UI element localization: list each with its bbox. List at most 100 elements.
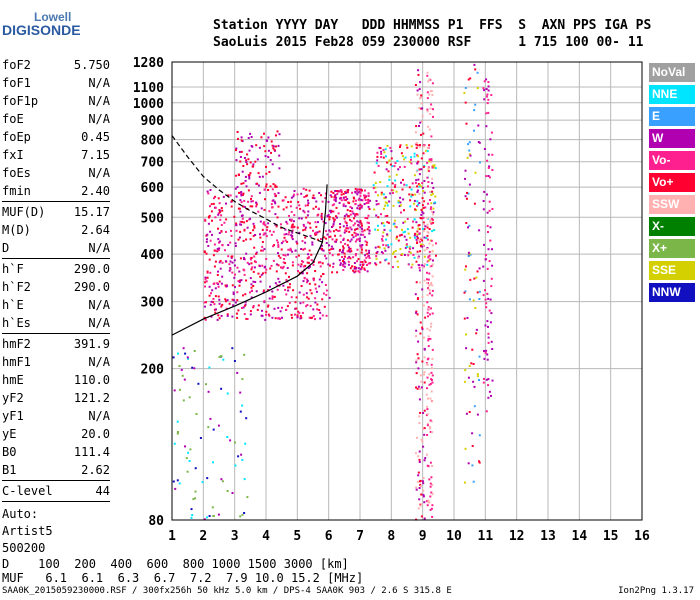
echo-point (338, 201, 341, 204)
echo-point (273, 192, 276, 195)
echo-point (464, 481, 466, 484)
echo-point (395, 237, 398, 240)
echo-point (373, 171, 376, 174)
echo-point (276, 284, 279, 287)
echo-point (353, 262, 356, 264)
echo-point (245, 317, 248, 320)
echo-point (386, 204, 389, 207)
echo-point (363, 203, 366, 205)
echo-point (429, 482, 432, 485)
param-name: hmF1 (2, 355, 31, 369)
echo-point (359, 263, 362, 266)
echo-point (238, 174, 240, 176)
echo-point (186, 356, 189, 359)
echo-point (307, 256, 310, 259)
echo-point (430, 159, 433, 162)
echo-point (300, 248, 303, 250)
echo-point (342, 269, 345, 271)
echo-point (314, 287, 317, 290)
echo-point (279, 256, 282, 259)
echo-point (426, 301, 429, 304)
echo-point (419, 144, 421, 146)
param-row: foEs N/A (2, 164, 110, 182)
echo-point (232, 291, 235, 294)
logo-line2: DIGISONDE (2, 22, 81, 38)
echo-point (366, 228, 369, 231)
echo-point (345, 195, 347, 198)
echo-point (263, 248, 266, 251)
echo-point (360, 222, 363, 225)
echo-point (309, 289, 312, 292)
echo-point (241, 217, 244, 220)
echo-point (389, 229, 392, 232)
echo-point (283, 233, 286, 236)
echo-point (416, 237, 419, 239)
echo-point (329, 194, 332, 197)
echo-point (225, 307, 228, 310)
echo-point (221, 303, 224, 306)
echo-point (428, 501, 431, 504)
echo-point (217, 285, 220, 288)
echo-point (214, 295, 217, 298)
echo-point (360, 246, 363, 249)
echo-point (243, 512, 246, 514)
echo-point (302, 260, 305, 263)
echo-point (413, 155, 416, 158)
echo-point (342, 260, 344, 262)
param-value: N/A (88, 298, 110, 312)
profile-curve (171, 184, 328, 336)
echo-point (335, 228, 338, 231)
echo-point (485, 88, 488, 90)
echo-point (485, 410, 488, 413)
echo-point (229, 241, 232, 244)
echo-point (352, 224, 355, 227)
echo-point (483, 89, 486, 92)
echo-point (288, 231, 291, 234)
param-name: fxI (2, 148, 24, 162)
echo-point (354, 222, 357, 225)
echo-point (275, 263, 278, 266)
echo-point (431, 367, 433, 370)
echo-point (250, 256, 253, 259)
x-tick-label: 7 (356, 529, 364, 544)
echo-point (302, 223, 305, 226)
echo-point (422, 304, 425, 307)
echo-point (414, 208, 416, 211)
echo-point (217, 249, 220, 252)
echo-point (250, 200, 253, 203)
echo-point (191, 514, 194, 516)
echo-point (344, 220, 347, 223)
echo-point (408, 250, 411, 253)
echo-point (424, 457, 427, 460)
echo-point (357, 270, 360, 273)
echo-point (489, 239, 492, 242)
echo-point (476, 71, 479, 74)
echo-point (474, 68, 477, 71)
param-row: yF1 N/A (2, 407, 110, 425)
echo-point (426, 74, 429, 77)
echo-point (244, 300, 247, 303)
y-tick-label: 300 (141, 296, 165, 311)
echo-point (426, 161, 429, 164)
echo-point (419, 245, 422, 247)
echo-point (421, 204, 424, 207)
logo-line1: Lowell (34, 10, 72, 24)
echo-point (252, 163, 255, 166)
echo-point (287, 253, 289, 256)
echo-point (359, 194, 362, 197)
echo-point (355, 232, 358, 235)
echo-point (382, 222, 385, 224)
echo-point (374, 228, 377, 231)
echo-point (430, 476, 433, 479)
echo-point (276, 288, 279, 291)
echo-point (432, 164, 435, 167)
echo-point (422, 482, 425, 485)
profile-dashed (171, 135, 323, 243)
echo-point (410, 188, 413, 191)
echo-point (349, 267, 352, 270)
echo-point (372, 184, 375, 187)
echo-point (483, 377, 485, 380)
echo-point (419, 121, 422, 124)
echo-point (418, 266, 421, 269)
x-tick-label: 13 (540, 529, 556, 544)
